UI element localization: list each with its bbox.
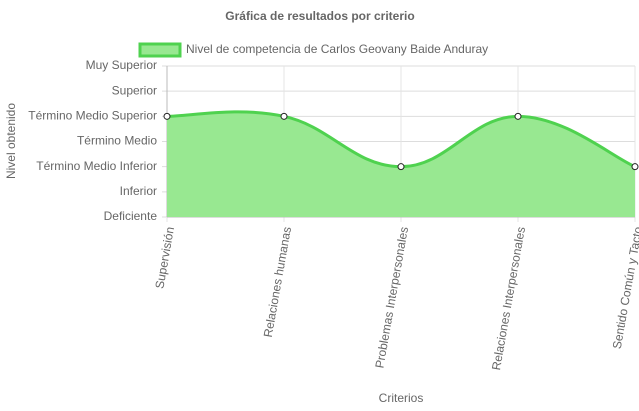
point: [163, 112, 171, 120]
y-tick-label: Superior: [112, 83, 157, 97]
x-tick-label: Relaciones Interpersonales: [489, 226, 528, 372]
y-tick-label: Muy Superior: [86, 58, 157, 72]
point: [280, 112, 288, 120]
y-tick-label: Inferior: [120, 184, 157, 198]
x-tick-label: Relaciones humanas: [261, 226, 294, 339]
y-tick-label: Deficiente: [104, 209, 158, 223]
chart-title: Gráfica de resultados por criterio: [225, 9, 414, 23]
area: [167, 111, 635, 217]
legend-label: Nivel de competencia de Carlos Geovany B…: [186, 42, 488, 56]
y-axis-title: Nivel obtenido: [4, 103, 18, 179]
x-tick-label: Supervisión: [152, 226, 177, 290]
y-tick-label: Término Medio Superior: [28, 109, 157, 123]
legend-swatch: [138, 42, 182, 58]
x-tick-label: Problemas Interpersonales: [372, 226, 411, 370]
x-tick-label: Sentido Común y Tacto: [610, 225, 639, 350]
point: [397, 163, 405, 171]
point: [514, 112, 522, 120]
x-axis-title: Criterios: [379, 391, 424, 405]
y-tick-label: Término Medio: [77, 134, 157, 148]
point: [631, 163, 639, 171]
y-tick-label: Término Medio Inferior: [36, 159, 157, 173]
